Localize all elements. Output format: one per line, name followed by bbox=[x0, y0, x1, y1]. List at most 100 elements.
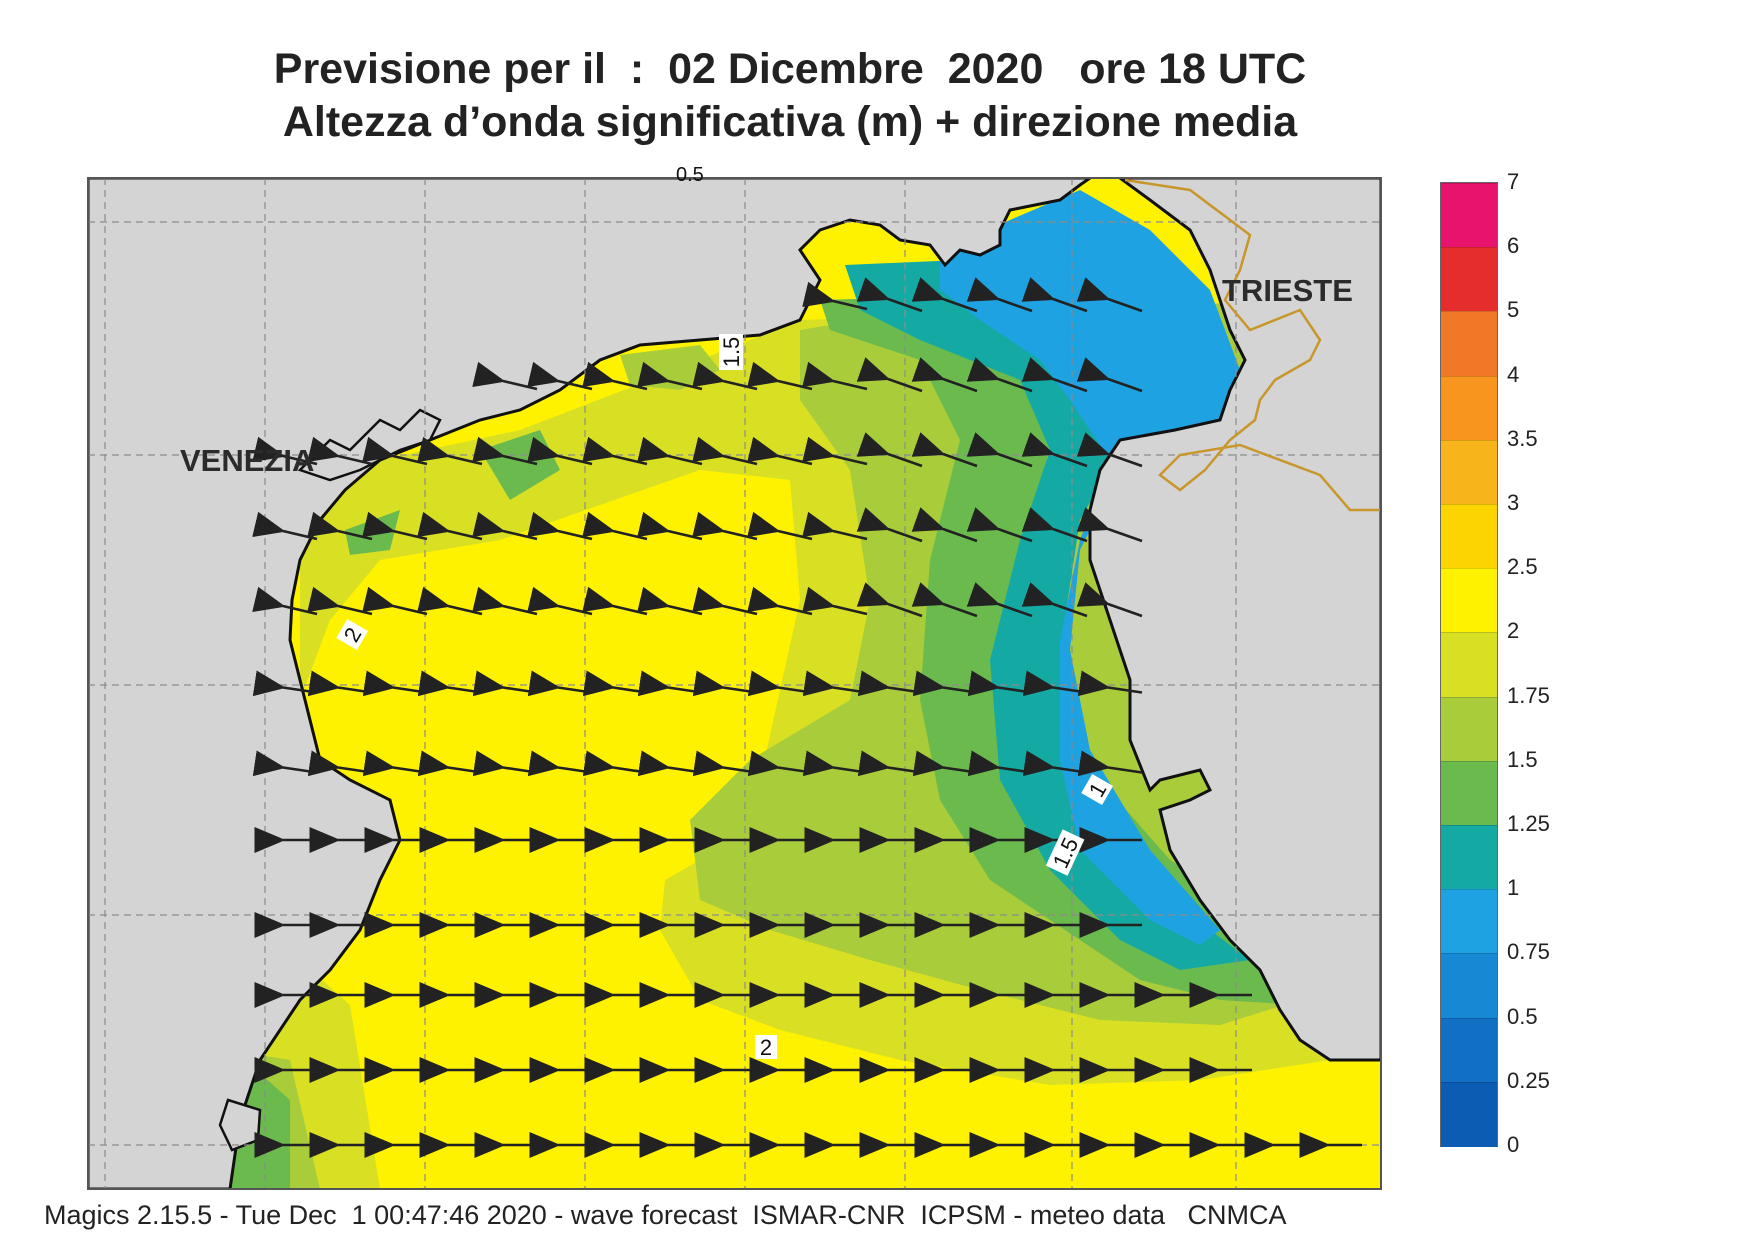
wave-direction-arrow bbox=[417, 436, 483, 466]
wave-direction-arrow bbox=[1021, 432, 1088, 468]
legend-band bbox=[1441, 1017, 1497, 1083]
border-line bbox=[1124, 178, 1381, 512]
wave-direction-arrow bbox=[911, 507, 978, 543]
wave-direction-arrow bbox=[637, 586, 703, 616]
legend-tick-label: 7 bbox=[1507, 169, 1520, 194]
wave-direction-arrow bbox=[856, 432, 923, 468]
legend-band bbox=[1441, 311, 1497, 377]
legend-tick-label: 1.5 bbox=[1507, 746, 1538, 772]
wave-direction-arrow bbox=[747, 586, 813, 616]
contour-labels: 1.5 0.5 2 1 1.5 2 bbox=[336, 164, 1114, 1060]
wave-direction-arrow bbox=[417, 586, 483, 616]
wave-direction-arrows bbox=[252, 277, 1362, 1158]
wave-direction-arrow bbox=[527, 361, 593, 391]
wave-direction-arrow bbox=[966, 507, 1033, 543]
wave-direction-arrow bbox=[692, 436, 758, 466]
map-title-line1: Previsione per il : 02 Dicembre 2020 ore… bbox=[273, 45, 1307, 93]
wave-direction-arrow bbox=[252, 511, 318, 541]
wave-direction-arrow bbox=[582, 586, 648, 616]
wave-direction-arrow bbox=[1076, 432, 1143, 468]
wave-direction-arrow bbox=[911, 582, 978, 618]
wave-direction-arrow bbox=[307, 436, 373, 466]
wave-direction-arrow bbox=[307, 586, 373, 616]
wave-direction-arrow bbox=[802, 436, 868, 466]
wave-direction-arrow bbox=[692, 361, 758, 391]
legend-tick-label: 2.5 bbox=[1507, 554, 1538, 580]
wave-direction-arrow bbox=[856, 582, 923, 618]
wave-direction-arrow bbox=[1077, 670, 1143, 697]
band-1 bbox=[845, 260, 1250, 970]
wave-direction-arrow bbox=[966, 357, 1033, 393]
contour-label-1-5-top: 1.5 bbox=[719, 337, 744, 368]
wave-direction-arrow bbox=[966, 277, 1033, 313]
band-0-75 bbox=[940, 190, 1240, 945]
wave-direction-arrow bbox=[362, 436, 428, 466]
wave-direction-arrow bbox=[527, 586, 593, 616]
legend-tick-label: 6 bbox=[1507, 233, 1520, 259]
legend-band bbox=[1441, 696, 1497, 762]
color-legend bbox=[1440, 182, 1498, 1147]
footer-credits: Magics 2.15.5 - Tue Dec 1 00:47:46 2020 … bbox=[44, 1200, 1287, 1230]
wave-direction-arrow bbox=[911, 432, 978, 468]
wave-direction-arrow bbox=[802, 586, 868, 616]
legend-band bbox=[1441, 632, 1497, 698]
wave-direction-arrow bbox=[1021, 582, 1088, 618]
wave-direction-arrow bbox=[472, 586, 538, 616]
wave-direction-arrow bbox=[637, 436, 703, 466]
legend-band bbox=[1441, 568, 1497, 634]
legend-tick-label: 5 bbox=[1507, 297, 1520, 323]
legend-band bbox=[1441, 504, 1497, 570]
wave-direction-arrow bbox=[527, 436, 593, 466]
legend-tick-label: 1 bbox=[1507, 875, 1520, 901]
wave-direction-arrow bbox=[802, 361, 868, 391]
legend-tick-label: 3.5 bbox=[1507, 425, 1538, 451]
legend-band bbox=[1441, 375, 1497, 441]
wave-direction-arrow bbox=[472, 361, 538, 391]
legend-tick-label: 0 bbox=[1507, 1132, 1520, 1157]
wave-direction-arrow bbox=[1021, 507, 1088, 543]
legend-band bbox=[1441, 825, 1497, 891]
map-field bbox=[88, 178, 1381, 1189]
wave-direction-arrow bbox=[637, 361, 703, 391]
place-label-venezia: VENEZIA bbox=[180, 443, 315, 478]
wave-direction-arrow bbox=[1076, 357, 1143, 393]
wave-direction-arrow bbox=[911, 277, 978, 313]
wave-direction-arrow bbox=[637, 511, 703, 541]
map-frame bbox=[87, 177, 1382, 1190]
legend-band bbox=[1441, 247, 1497, 313]
wave-direction-arrow bbox=[802, 511, 868, 541]
wave-direction-arrow bbox=[747, 361, 813, 391]
wave-direction-arrow bbox=[692, 511, 758, 541]
map-title-line2: Altezza d’onda significativa (m) + direz… bbox=[282, 98, 1298, 146]
wave-direction-arrow bbox=[472, 511, 538, 541]
wave-direction-arrow bbox=[252, 436, 318, 466]
land-east bbox=[1088, 178, 1381, 1062]
legend-tick-label: 1.75 bbox=[1507, 682, 1550, 708]
wave-direction-arrow bbox=[856, 277, 923, 313]
wave-direction-arrow bbox=[747, 436, 813, 466]
wave-direction-arrow bbox=[1021, 357, 1088, 393]
legend-tick-label: 0.5 bbox=[1507, 1003, 1538, 1029]
legend-tick-label: 1.25 bbox=[1507, 811, 1550, 836]
place-label-trieste: TRIESTE bbox=[1222, 273, 1353, 308]
wave-direction-arrow bbox=[856, 357, 923, 393]
wave-direction-arrow bbox=[362, 511, 428, 541]
legend-band bbox=[1441, 183, 1497, 249]
wave-direction-arrow bbox=[1077, 750, 1143, 777]
wave-direction-arrow bbox=[966, 582, 1033, 618]
wave-direction-arrow bbox=[747, 511, 813, 541]
wave-direction-arrow bbox=[856, 507, 923, 543]
legend-band bbox=[1441, 439, 1497, 505]
legend-tick-label: 2 bbox=[1507, 618, 1520, 644]
wave-direction-arrow bbox=[252, 586, 318, 616]
wave-direction-arrow bbox=[582, 511, 648, 541]
contour-label-2-bottom: 2 bbox=[760, 1035, 772, 1060]
legend-tick-label: 4 bbox=[1507, 361, 1520, 387]
wave-direction-arrow bbox=[911, 357, 978, 393]
wave-direction-arrow bbox=[307, 511, 373, 541]
wave-direction-arrow bbox=[582, 361, 648, 391]
wave-direction-arrow bbox=[1076, 277, 1143, 313]
wave-direction-arrow bbox=[527, 511, 593, 541]
legend-band bbox=[1441, 953, 1497, 1019]
